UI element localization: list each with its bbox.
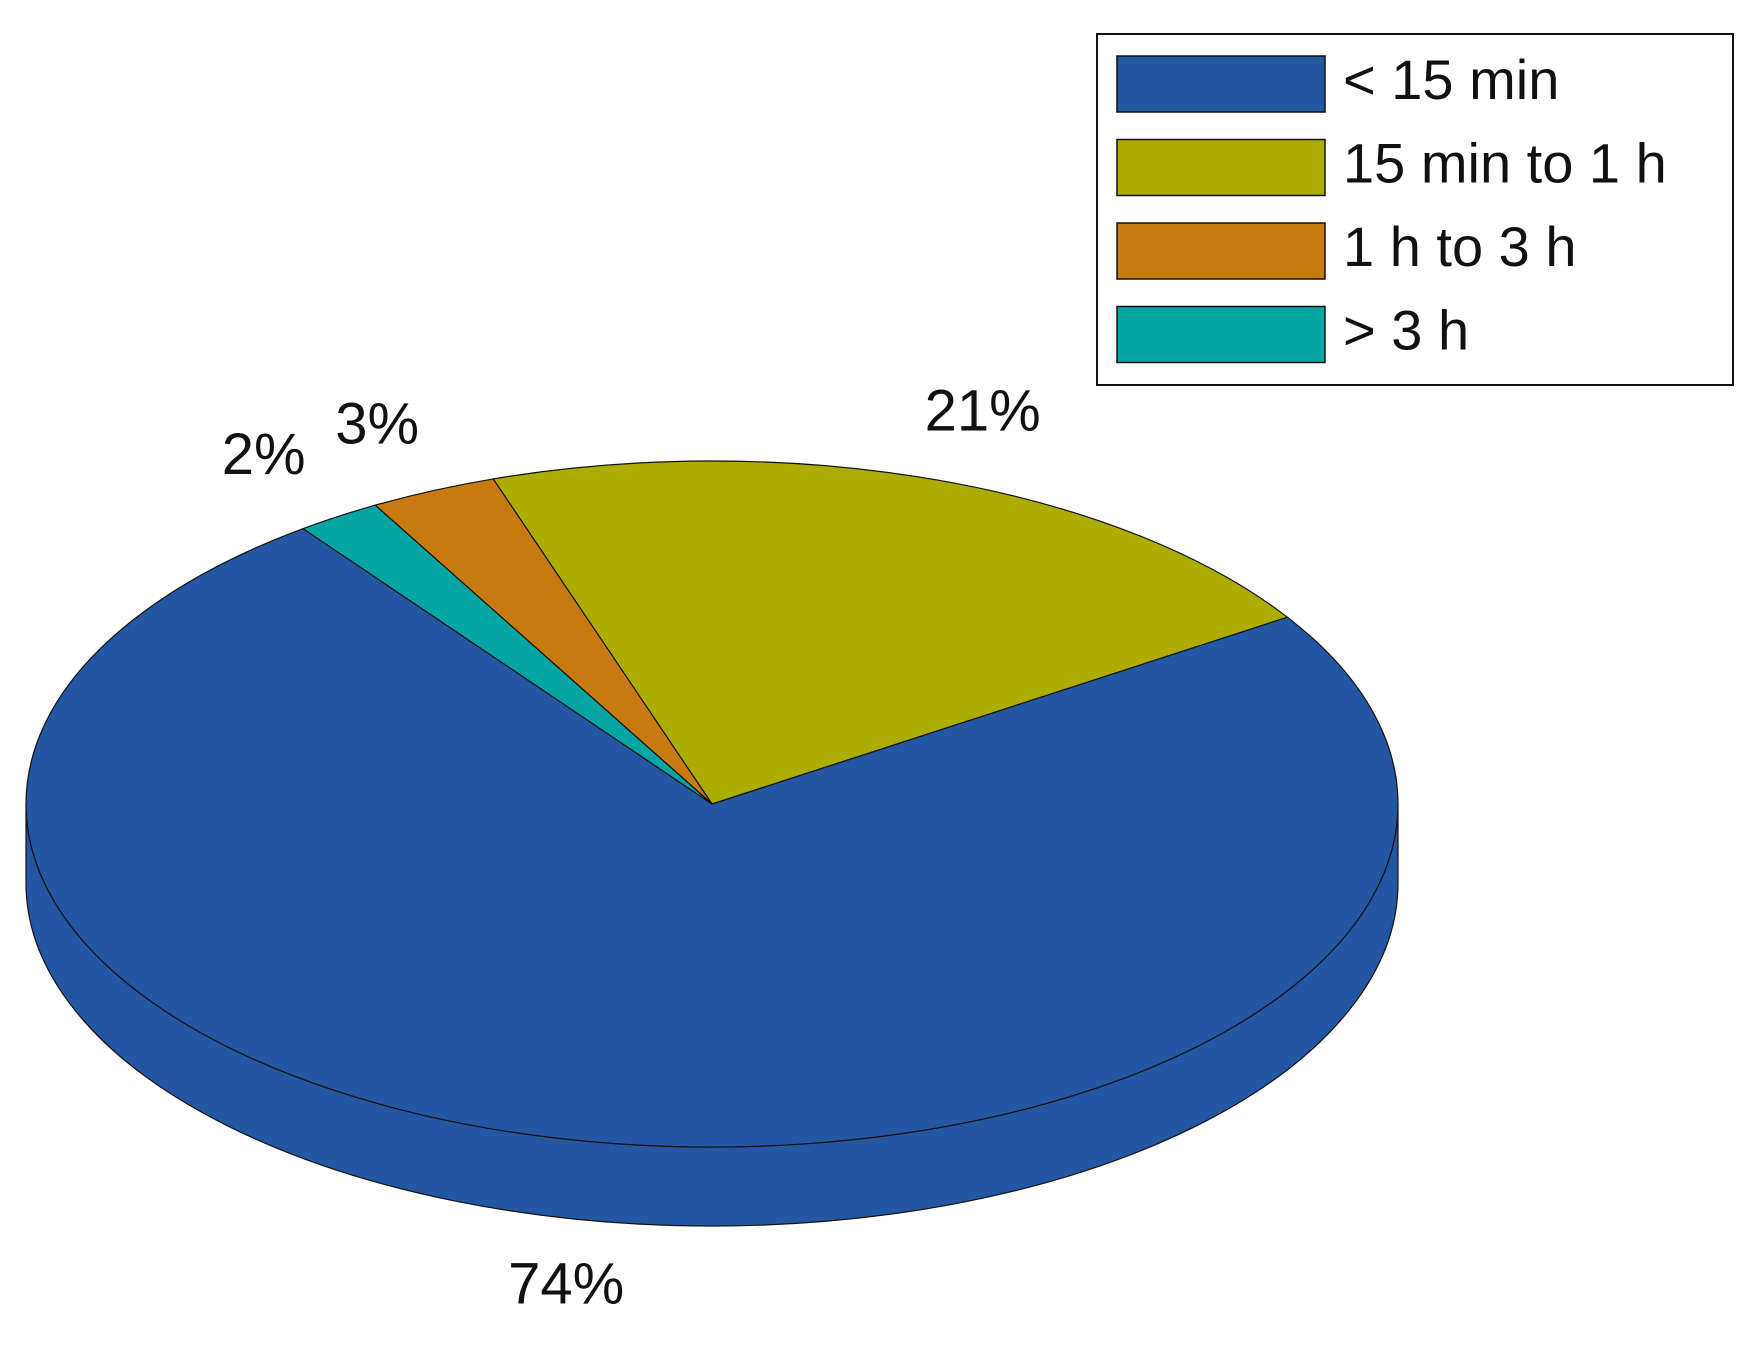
legend-label: > 3 h	[1343, 298, 1469, 361]
legend-swatch	[1116, 222, 1326, 280]
legend-label: 1 h to 3 h	[1343, 215, 1577, 278]
slice-label: 74%	[508, 1251, 624, 1316]
slice-label: 21%	[925, 379, 1041, 444]
pie-slice	[25, 527, 1399, 1148]
legend-swatch	[1116, 55, 1326, 113]
pie-slice	[492, 460, 1289, 805]
legend-swatch	[1116, 305, 1326, 364]
slice-label: 2%	[222, 422, 306, 487]
legend-swatch	[1116, 138, 1326, 197]
pie-slice	[301, 504, 713, 805]
legend-label: 15 min to 1 h	[1343, 131, 1667, 194]
legend-label: < 15 min	[1343, 48, 1559, 111]
slice-label: 3%	[335, 391, 419, 456]
